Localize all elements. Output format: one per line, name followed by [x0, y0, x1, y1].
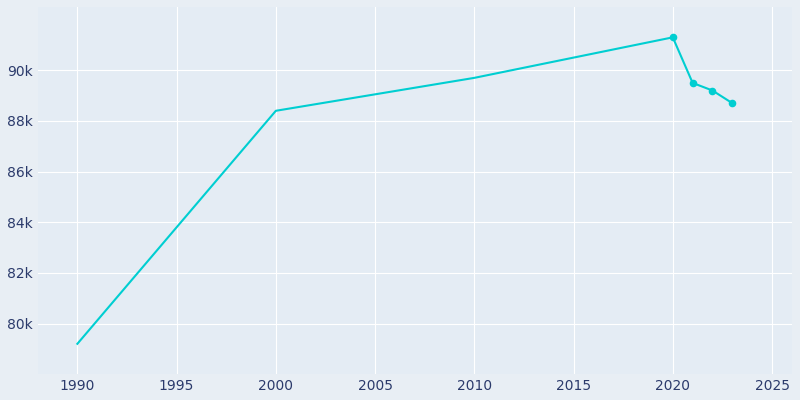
Point: [726, 100, 738, 106]
Point: [666, 34, 679, 40]
Point: [706, 87, 719, 94]
Point: [686, 80, 699, 86]
